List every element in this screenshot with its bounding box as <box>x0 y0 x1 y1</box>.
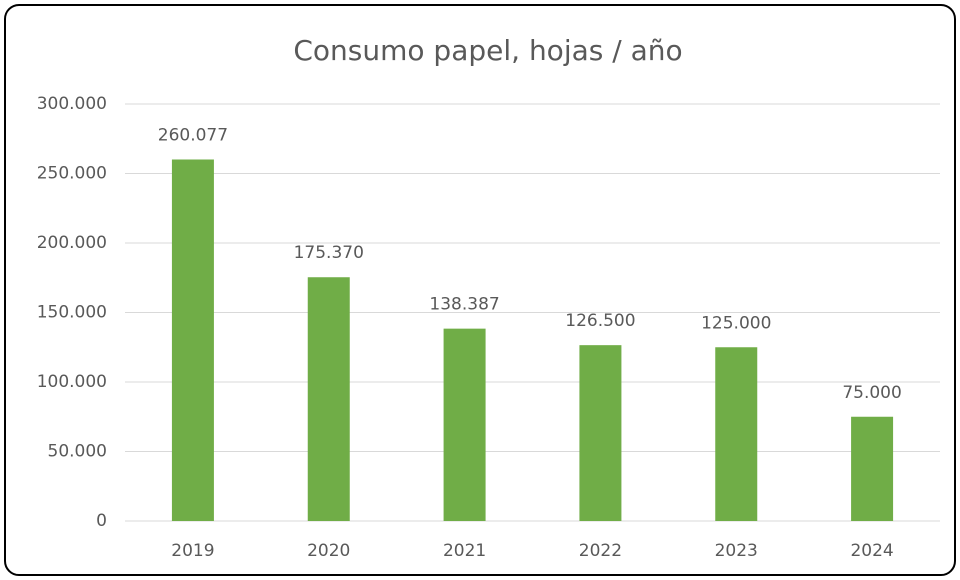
y-tick-label: 50.000 <box>48 442 107 462</box>
data-label: 138.387 <box>429 295 499 315</box>
data-label: 126.500 <box>565 311 635 331</box>
bar <box>715 347 758 521</box>
chart-title: Consumo papel, hojas / año <box>293 34 682 67</box>
bar <box>851 416 894 521</box>
y-tick-label: 300.000 <box>37 94 107 114</box>
x-tick-label: 2022 <box>579 541 622 561</box>
data-label: 75.000 <box>842 383 901 403</box>
data-label: 260.077 <box>158 125 228 145</box>
y-tick-label: 200.000 <box>37 233 107 253</box>
bar <box>443 328 486 521</box>
bar <box>579 345 622 521</box>
x-tick-label: 2019 <box>171 541 214 561</box>
data-label: 125.000 <box>701 313 771 333</box>
data-label: 175.370 <box>294 243 364 263</box>
y-tick-label: 0 <box>96 511 107 531</box>
bar <box>171 159 214 521</box>
x-tick-label: 2024 <box>850 541 893 561</box>
y-tick-label: 100.000 <box>37 372 107 392</box>
x-tick-label: 2023 <box>715 541 758 561</box>
bar <box>307 277 350 521</box>
x-tick-label: 2021 <box>443 541 486 561</box>
y-tick-label: 250.000 <box>37 164 107 184</box>
y-tick-label: 150.000 <box>37 303 107 323</box>
x-tick-label: 2020 <box>307 541 350 561</box>
